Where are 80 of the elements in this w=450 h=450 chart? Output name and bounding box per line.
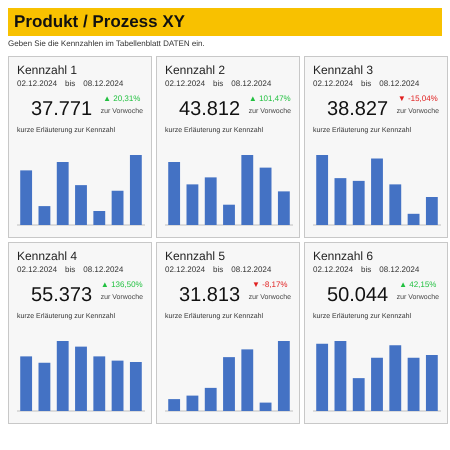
- bar: [316, 155, 328, 225]
- bar: [389, 184, 402, 225]
- bar: [93, 356, 106, 411]
- bar: [352, 180, 365, 225]
- text: 31.813: [179, 284, 240, 307]
- bar: [371, 158, 383, 225]
- text: 02.12.2024: [165, 79, 206, 88]
- bar: [20, 356, 32, 411]
- chart-title: Kennzahl 1: [17, 63, 78, 77]
- bar: [278, 191, 290, 225]
- bar: [408, 214, 420, 225]
- bar: [168, 162, 180, 225]
- bar: [130, 155, 142, 225]
- text: 08.12.2024: [231, 265, 272, 274]
- bar: [186, 396, 198, 411]
- bar: [260, 402, 272, 411]
- text: 55.373: [31, 284, 92, 307]
- bar: [112, 360, 124, 411]
- chart-title: Kennzahl 6: [313, 249, 374, 263]
- text: bis: [361, 79, 372, 88]
- text: bis: [361, 265, 372, 274]
- text: 02.12.2024: [313, 79, 354, 88]
- text: 38.827: [327, 98, 388, 121]
- text: 43.812: [179, 98, 240, 121]
- bar: [426, 197, 438, 225]
- bar: [56, 162, 69, 225]
- text: bis: [65, 265, 76, 274]
- text: Geben Sie die Kennzahlen im Tabellenblatt DATEN ein.: [8, 39, 206, 48]
- text: Produkt / Prozess XY: [8, 8, 442, 36]
- bar: [241, 349, 254, 411]
- bar: [130, 362, 142, 411]
- bar: [186, 184, 198, 225]
- bar: [371, 358, 383, 411]
- bar: [389, 345, 402, 411]
- text: 08.12.2024: [83, 265, 124, 274]
- text: ▼ -15,04%: [398, 94, 438, 103]
- chart-title: Kennzahl 2: [165, 63, 226, 77]
- text: bis: [65, 79, 76, 88]
- bar: [38, 362, 50, 411]
- text: ▲ 101,47%: [248, 94, 291, 103]
- bar: [334, 178, 346, 225]
- bar: [20, 170, 32, 225]
- chart-title: Kennzahl 3: [313, 63, 374, 77]
- chart-title: Kennzahl 5: [165, 249, 226, 263]
- text: 02.12.2024: [17, 265, 58, 274]
- bar: [260, 168, 272, 225]
- bar: [223, 204, 235, 225]
- text: 08.12.2024: [83, 79, 124, 88]
- bar: [56, 341, 69, 411]
- bar: [426, 355, 438, 411]
- bar: [204, 177, 217, 225]
- bar: [75, 185, 87, 225]
- text: 08.12.2024: [379, 265, 420, 274]
- bar: [334, 341, 346, 411]
- text: 02.12.2024: [313, 265, 354, 274]
- bar: [278, 341, 290, 411]
- bar: [352, 378, 365, 411]
- text: ▼ -8,17%: [252, 280, 288, 289]
- text: 37.771: [31, 98, 92, 121]
- bar: [38, 206, 50, 225]
- text: ▲ 42,15%: [399, 280, 436, 289]
- text: ▲ 136,50%: [100, 280, 143, 289]
- text: 08.12.2024: [231, 79, 272, 88]
- text: bis: [213, 79, 224, 88]
- text: 02.12.2024: [17, 79, 58, 88]
- text: ▲ 20,31%: [103, 94, 140, 103]
- bar: [316, 344, 328, 411]
- text: 02.12.2024: [165, 265, 206, 274]
- bar: [75, 346, 87, 411]
- text: bis: [213, 265, 224, 274]
- bar: [408, 358, 420, 411]
- bar: [93, 211, 106, 225]
- bar: [204, 388, 217, 411]
- bar: [241, 155, 254, 225]
- bar: [223, 357, 235, 411]
- bar: [112, 190, 124, 225]
- bar: [168, 399, 180, 411]
- text: 50.044: [327, 284, 388, 307]
- chart-title: Kennzahl 4: [17, 249, 78, 263]
- text: 08.12.2024: [379, 79, 420, 88]
